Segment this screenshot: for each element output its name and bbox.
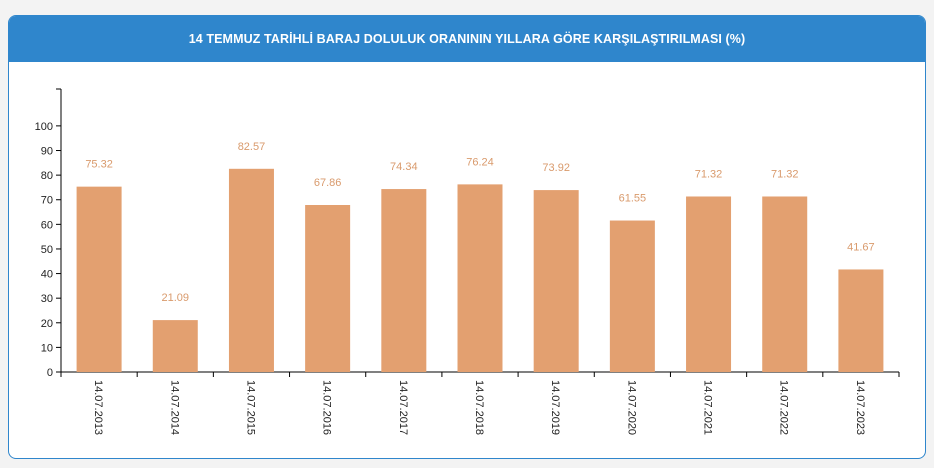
x-tick-label: 14.07.2013: [92, 380, 104, 435]
value-labels-group: 75.32 21.09 82.57 67.86 74.34 76.24 73.92 61.55…: [85, 141, 874, 304]
chart-title: 14 TEMMUZ TARİHLİ BARAJ DOLULUK ORANININ…: [9, 16, 925, 62]
bars-group: [76, 168, 884, 372]
x-tick-label: 14.07.2016: [321, 380, 333, 435]
y-tick-label: 10: [41, 342, 53, 354]
x-tick-label: 14.07.2020: [625, 380, 637, 435]
y-tick-label: 50: [41, 244, 53, 256]
bar: [228, 168, 274, 372]
bar: [838, 269, 884, 372]
value-label: 41.67: [847, 241, 875, 253]
bar: [305, 205, 351, 372]
x-tick-label: 14.07.2017: [397, 380, 409, 435]
x-tick-label: 14.07.2022: [778, 380, 790, 435]
value-label: 82.57: [238, 141, 266, 153]
value-label: 71.32: [695, 168, 723, 180]
x-tick-labels-group: 14.07.2013 14.07.2014 14.07.2015 14.07.2016…: [92, 380, 866, 435]
value-label: 71.32: [771, 168, 799, 180]
y-tick-label: 70: [41, 195, 53, 207]
x-tick-label: 14.07.2019: [549, 380, 561, 435]
bar: [762, 196, 808, 372]
x-tick-label: 14.07.2023: [854, 380, 866, 435]
y-tick-label: 100: [35, 121, 53, 133]
y-tick-label: 60: [41, 219, 53, 231]
y-tick-label: 40: [41, 269, 53, 281]
bar: [152, 320, 198, 372]
x-tick-label: 14.07.2015: [244, 380, 256, 435]
bar: [381, 189, 427, 372]
value-label: 76.24: [466, 156, 494, 168]
bar: [76, 186, 122, 372]
y-tick-label: 90: [41, 146, 53, 158]
y-axis: 0 10 20 30 40 50 60 70 80 90 100: [35, 88, 62, 379]
x-tick-label: 14.07.2021: [702, 380, 714, 435]
x-axis: [60, 371, 900, 377]
value-label: 21.09: [162, 292, 190, 304]
y-tick-label: 30: [41, 293, 53, 305]
bar: [686, 196, 732, 372]
y-tick-label: 80: [41, 170, 53, 182]
chart-area: 0 10 20 30 40 50 60 70 80 90 100 75.32 21.09 82.57 67…: [9, 16, 925, 458]
bar: [533, 190, 579, 372]
value-label: 74.34: [390, 161, 418, 173]
chart-panel: 14 TEMMUZ TARİHLİ BARAJ DOLULUK ORANININ…: [8, 15, 926, 459]
x-tick-label: 14.07.2018: [473, 380, 485, 435]
y-tick-label: 20: [41, 318, 53, 330]
value-label: 75.32: [85, 159, 113, 171]
bar: [609, 220, 655, 372]
bar-chart: 0 10 20 30 40 50 60 70 80 90 100 75.32 21.09 82.57 67…: [35, 88, 900, 435]
value-label: 61.55: [619, 193, 647, 205]
x-tick-label: 14.07.2014: [168, 380, 180, 435]
value-label: 67.86: [314, 177, 342, 189]
bar: [457, 184, 503, 372]
value-label: 73.92: [542, 162, 570, 174]
y-tick-label: 0: [47, 367, 53, 379]
